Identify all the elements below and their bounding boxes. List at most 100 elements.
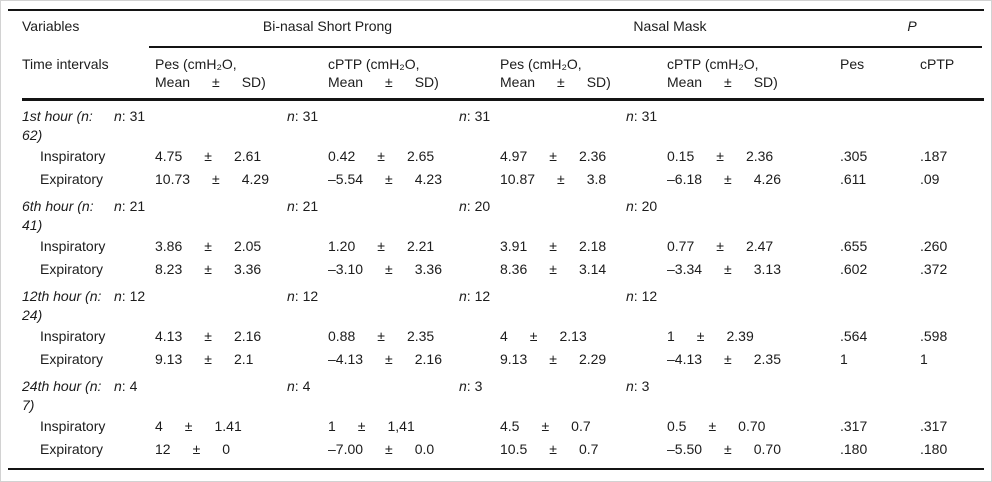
row-label: Expiratory (40, 261, 104, 277)
mean-value: 0.15 (667, 148, 695, 164)
p-value-pes: .317 (840, 418, 868, 434)
p-value-pes: .305 (840, 148, 868, 164)
sd-value: 3.13 (753, 261, 781, 277)
plus-minus-sign: ± (385, 441, 393, 457)
mean-value: 10.5 (500, 441, 528, 457)
value-cell: 3.86 ±2.05 (155, 235, 328, 258)
table-row: Expiratory 10.73 ±4.29 –5.54 ±4.23 10.87 ±3… (22, 168, 984, 191)
unit-line: cPTP (cmH₂O, (667, 56, 759, 72)
section-header-row: 1st hour (n: 62) n: 31 n: 31 n: 31 n: 31 (22, 107, 984, 145)
p-value-cptp: 1 (920, 351, 928, 367)
header-p-pes: Pes (840, 56, 865, 72)
plus-minus-sign: ± (557, 74, 565, 90)
table-header: Variables Bi-nasal Short Prong Nasal Mas… (22, 11, 984, 101)
plus-minus-sign: ± (696, 328, 705, 344)
value-cell: 10.5 ±0.7 (500, 438, 667, 461)
p-value-pes: .655 (840, 238, 868, 254)
p-value-pes: .611 (840, 171, 867, 187)
mean-sd-line: Mean ± SD) (328, 73, 500, 91)
mean-value: 1 (667, 328, 675, 344)
mean-value: 4.13 (155, 328, 183, 344)
p-value-cptp: .598 (920, 328, 948, 344)
header-group-row: Variables Bi-nasal Short Prong Nasal Mas… (22, 11, 984, 46)
section-header-row: 12th hour (n: 24) n: 12 n: 12 n: 12 n: 1… (22, 287, 984, 325)
plus-minus-sign: ± (549, 441, 557, 457)
sd-value: 2.29 (578, 351, 607, 367)
table-row: Expiratory 9.13 ±2.1 –4.13 ±2.16 9.13 ±2.29… (22, 348, 984, 371)
sd-value: 2.39 (726, 328, 754, 344)
mean-value: 1.20 (328, 238, 356, 254)
value-cell: 0.77 ±2.47 (667, 235, 840, 258)
p-value-pes: 1 (840, 351, 848, 367)
sd-value: 2.05 (233, 238, 262, 254)
sd-value: 2.47 (745, 238, 774, 254)
plus-minus-sign: ± (557, 171, 565, 187)
p-value-cptp: .180 (920, 441, 948, 457)
table-row: Inspiratory 4 ±1.41 1 ±1,41 4.5 ±0.7 0.5 ±0.… (22, 415, 984, 438)
mean-value: 12 (155, 441, 171, 457)
plus-minus-sign: ± (385, 351, 393, 367)
mean-value: –3.10 (328, 261, 364, 277)
value-cell: 4 ±1.41 (155, 415, 328, 438)
header-p-cptp: cPTP (920, 56, 955, 72)
sd-value: 0.70 (753, 441, 781, 457)
mean-value: –7.00 (328, 441, 364, 457)
unit-line: cPTP (cmH₂O, (328, 56, 420, 72)
value-cell: –3.34 ±3.13 (667, 258, 840, 281)
sd-value: 1.41 (214, 418, 242, 434)
section-header-row: 6th hour (n: 41) n: 21 n: 21 n: 20 n: 20 (22, 197, 984, 235)
header-mask-pes: Pes (cmH₂O, Mean ± SD) (500, 55, 667, 91)
n-count-cell: n: 4 (114, 378, 138, 394)
value-cell: –3.10 ±3.36 (328, 258, 500, 281)
plus-minus-sign: ± (724, 74, 732, 90)
value-cell: 8.36 ±3.14 (500, 258, 667, 281)
mean-sd-line: Mean ± SD) (155, 73, 328, 91)
value-cell: 0.88 ±2.35 (328, 325, 500, 348)
header-binasal-pes: Pes (cmH₂O, Mean ± SD) (155, 55, 328, 91)
mean-value: –5.50 (667, 441, 703, 457)
mean-value: –4.13 (328, 351, 364, 367)
table-row: Inspiratory 3.86 ±2.05 1.20 ±2.21 3.91 ±2.1… (22, 235, 984, 258)
mean-label: Mean (328, 74, 364, 90)
plus-minus-sign: ± (192, 441, 201, 457)
row-label: Expiratory (40, 351, 104, 367)
mean-value: 3.86 (155, 238, 183, 254)
row-label: Inspiratory (40, 418, 106, 434)
section-header-row: 24th hour (n: 7) n: 4 n: 4 n: 3 n: 3 (22, 377, 984, 415)
plus-minus-sign: ± (377, 328, 385, 344)
interval-label: 1st hour (n: 62) (22, 108, 93, 143)
sd-value: 2.36 (578, 148, 607, 164)
plus-minus-sign: ± (212, 74, 220, 90)
plus-minus-sign: ± (385, 74, 393, 90)
p-value-cptp: .09 (920, 171, 940, 187)
n-count-cell: n: 12 (626, 288, 658, 304)
plus-minus-sign: ± (377, 148, 385, 164)
n-count-cell: n: 12 (459, 288, 491, 304)
p-value-pes: .180 (840, 441, 868, 457)
sd-value: 0.7 (571, 418, 591, 434)
sd-value: 1,41 (387, 418, 415, 434)
plus-minus-sign: ± (204, 238, 212, 254)
sd-label: SD) (586, 74, 611, 90)
sd-value: 0.70 (738, 418, 766, 434)
table-row: Inspiratory 4.13 ±2.16 0.88 ±2.35 4 ±2.13 1… (22, 325, 984, 348)
sd-value: 2.35 (406, 328, 435, 344)
header-binasal-cptp: cPTP (cmH₂O, Mean ± SD) (328, 55, 500, 91)
p-value-cptp: .372 (920, 261, 948, 277)
plus-minus-sign: ± (716, 148, 724, 164)
sd-value: 2.61 (233, 148, 262, 164)
value-cell: 1 ±2.39 (667, 325, 840, 348)
sd-value: 2.35 (753, 351, 781, 367)
value-cell: 8.23 ±3.36 (155, 258, 328, 281)
sd-value: 4.26 (753, 171, 781, 187)
sd-value: 0.0 (414, 441, 435, 457)
n-count-cell: n: 12 (114, 288, 146, 304)
mean-value: 9.13 (500, 351, 528, 367)
mean-value: 8.36 (500, 261, 528, 277)
n-count-cell: n: 3 (459, 378, 483, 394)
mean-label: Mean (667, 74, 703, 90)
value-cell: 4.13 ±2.16 (155, 325, 328, 348)
sd-value: 2.18 (578, 238, 607, 254)
value-cell: –4.13 ±2.35 (667, 348, 840, 371)
